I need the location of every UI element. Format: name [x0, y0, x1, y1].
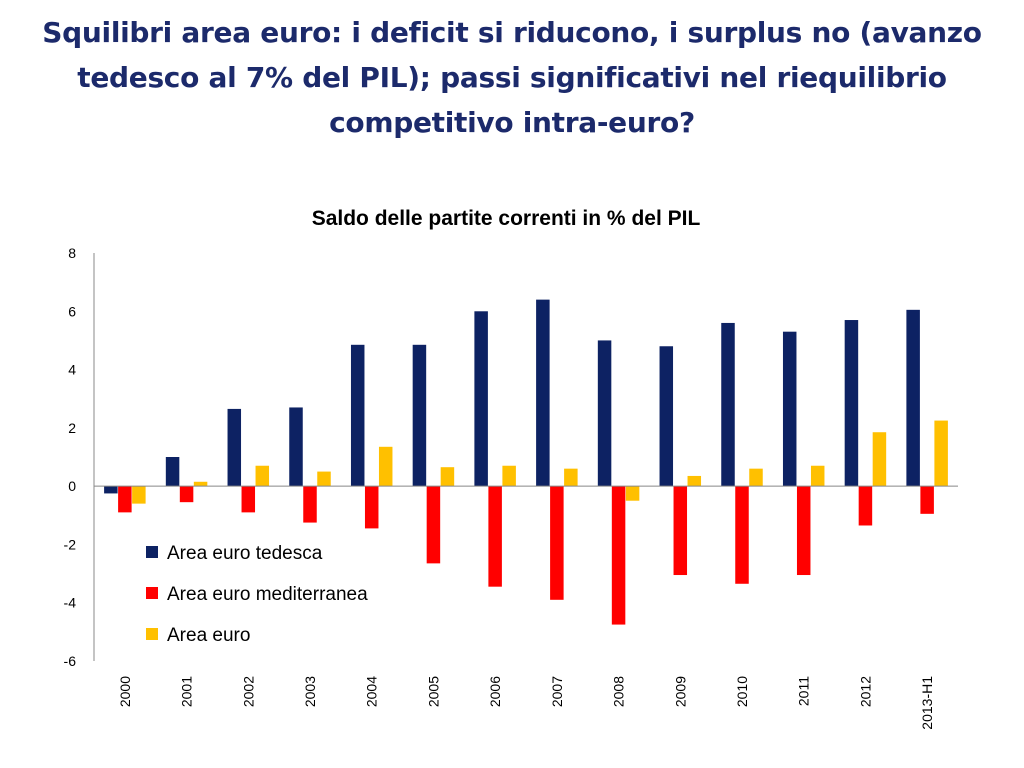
bar [502, 465, 516, 487]
bar [721, 322, 735, 487]
bar [564, 468, 578, 487]
bar [193, 481, 208, 487]
chart-title: Saldo delle partite correnti in % del PI… [312, 207, 701, 230]
y-tick-label: -6 [64, 653, 77, 669]
bar [118, 486, 132, 513]
bar [227, 408, 242, 487]
bar [241, 486, 256, 513]
bar [872, 432, 887, 487]
x-tick-label: 2010 [734, 676, 750, 707]
bar [165, 457, 180, 487]
bar [255, 465, 270, 487]
bar [289, 407, 303, 487]
x-tick-label: 2013-H1 [919, 676, 935, 730]
bar [920, 486, 934, 514]
y-tick-label: -4 [64, 595, 77, 611]
legend-label: Area euro [167, 625, 250, 646]
bar [934, 420, 948, 487]
x-tick-label: 2001 [179, 676, 195, 707]
y-tick-label: 4 [68, 362, 76, 378]
bar [440, 467, 455, 487]
bar [426, 486, 441, 564]
bar [611, 486, 626, 625]
bar [597, 340, 612, 487]
x-tick-label: 2002 [240, 676, 256, 707]
bar [687, 475, 702, 487]
bar [735, 486, 749, 584]
y-tick-label: 8 [68, 245, 76, 261]
bar [782, 331, 797, 487]
legend-label: Area euro mediterranea [167, 584, 368, 605]
bar [796, 486, 811, 576]
y-tick-label: 2 [68, 420, 76, 436]
x-tick-label: 2005 [425, 676, 441, 707]
bar [378, 446, 393, 487]
x-tick-labels: 2000 2001 2002 2003 2004 2005 2006 2007 2008 2009… [117, 676, 935, 730]
legend-swatch [146, 587, 158, 599]
x-tick-label: 2011 [796, 676, 812, 706]
x-tick-label: 2009 [672, 676, 688, 707]
bar [474, 311, 488, 487]
legend-label: Area euro tedesca [167, 543, 323, 564]
legend-swatch [146, 628, 158, 640]
bar [303, 486, 317, 523]
x-tick-label: 2003 [302, 676, 318, 707]
bars [104, 299, 948, 625]
bar [673, 486, 688, 576]
x-tick-label: 2006 [487, 676, 503, 707]
bar [550, 486, 564, 600]
x-tick-label: 2004 [364, 676, 380, 707]
axes [93, 253, 958, 661]
bar [858, 486, 873, 526]
y-tick-label: 6 [68, 303, 76, 319]
legend: Area euro tedesca Area euro mediterranea A… [146, 543, 368, 646]
slide-title: Squilibri area euro: i deficit si riduco… [42, 16, 982, 139]
bar [536, 299, 550, 487]
bar [350, 344, 365, 487]
bar [104, 486, 118, 494]
y-tick-label: -2 [64, 536, 77, 552]
bar [412, 344, 427, 487]
bar [906, 309, 920, 487]
bar [810, 465, 825, 487]
bar [749, 468, 763, 487]
y-tick-label: 0 [68, 478, 76, 494]
y-tick-labels: 8 6 4 2 0 -2 -4 -6 [64, 245, 77, 669]
x-tick-label: 2012 [857, 676, 873, 707]
bar [179, 486, 194, 503]
x-tick-label: 2007 [549, 676, 565, 707]
bar [659, 346, 674, 487]
bar [488, 486, 502, 587]
bar [364, 486, 379, 529]
bar [844, 320, 859, 487]
x-tick-label: 2000 [117, 676, 133, 707]
x-tick-label: 2008 [611, 676, 627, 707]
legend-swatch [146, 546, 158, 558]
bar [625, 486, 640, 501]
bar [132, 486, 146, 504]
bar [317, 471, 331, 487]
